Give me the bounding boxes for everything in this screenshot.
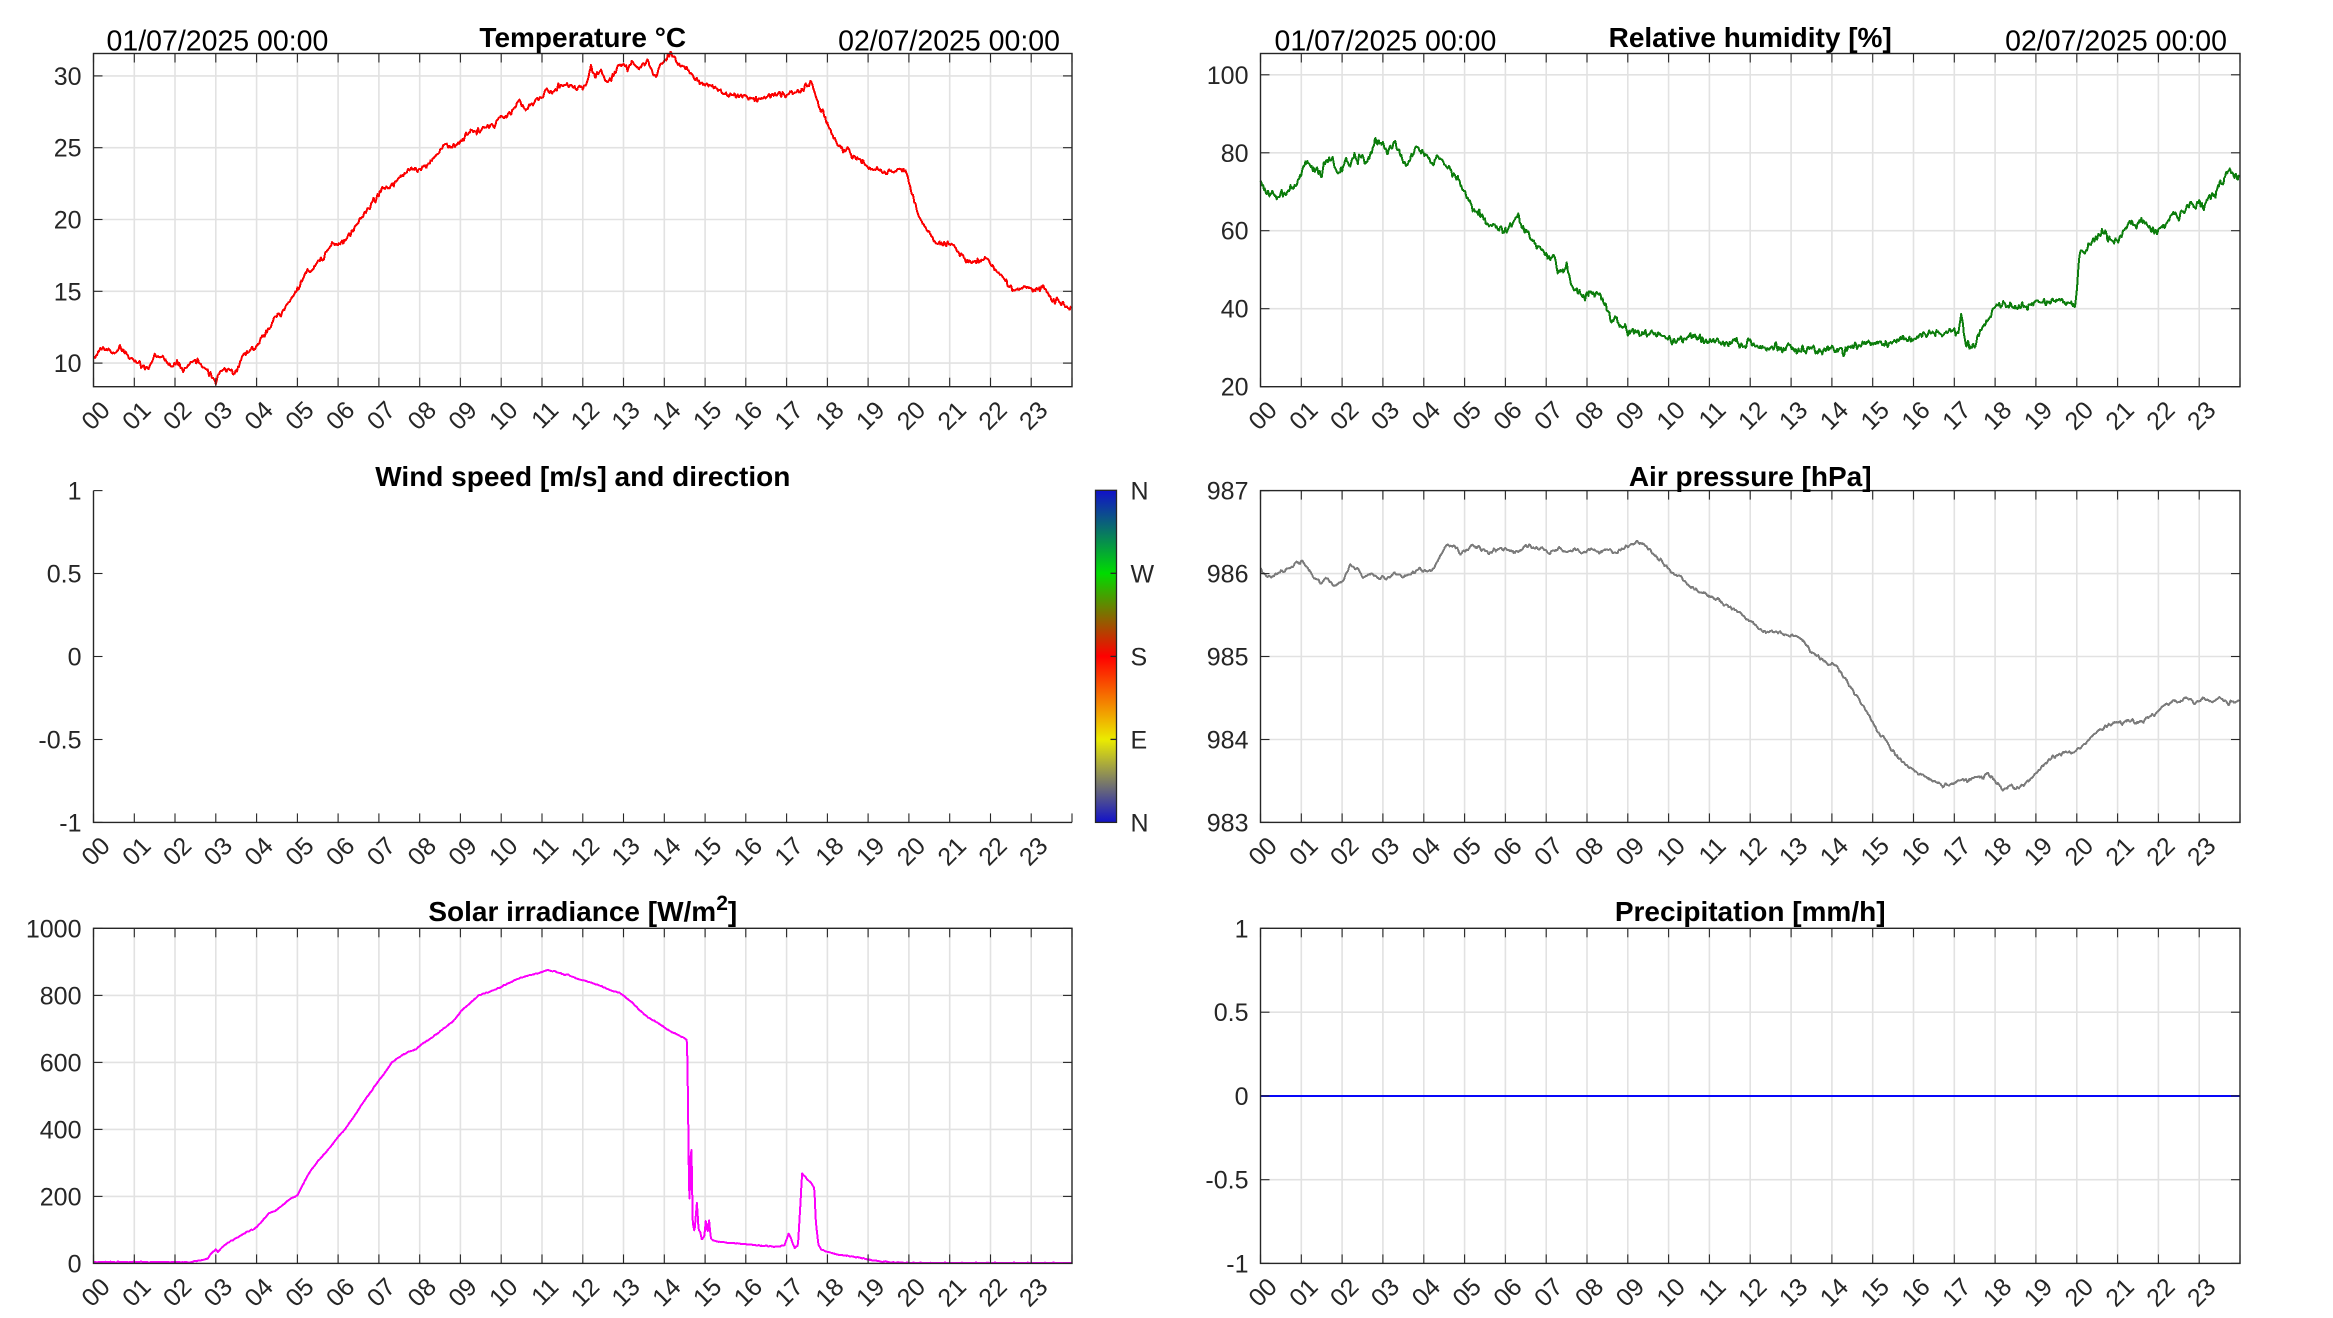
svg-text:1: 1 xyxy=(68,478,82,506)
svg-text:80: 80 xyxy=(1221,140,1249,168)
svg-text:01/07/2025 00:00: 01/07/2025 00:00 xyxy=(1275,26,1497,58)
svg-text:W: W xyxy=(1131,560,1155,588)
svg-text:983: 983 xyxy=(1207,809,1249,837)
svg-text:1: 1 xyxy=(1235,915,1249,943)
svg-text:10: 10 xyxy=(54,350,82,378)
svg-text:600: 600 xyxy=(40,1049,82,1077)
svg-text:Relative humidity [%]: Relative humidity [%] xyxy=(1609,22,1892,53)
svg-text:-1: -1 xyxy=(59,809,81,837)
svg-text:02/07/2025 00:00: 02/07/2025 00:00 xyxy=(838,26,1060,58)
svg-text:0: 0 xyxy=(68,1250,82,1278)
svg-text:987: 987 xyxy=(1207,478,1249,506)
svg-text:Air pressure [hPa]: Air pressure [hPa] xyxy=(1629,461,1872,492)
svg-text:60: 60 xyxy=(1221,218,1249,246)
svg-text:20: 20 xyxy=(1221,374,1249,402)
svg-text:S: S xyxy=(1131,643,1148,671)
svg-text:-1: -1 xyxy=(1226,1250,1248,1278)
svg-text:E: E xyxy=(1131,726,1148,754)
svg-text:0: 0 xyxy=(68,644,82,672)
svg-text:N: N xyxy=(1131,477,1149,505)
svg-text:200: 200 xyxy=(40,1183,82,1211)
svg-text:0.5: 0.5 xyxy=(47,561,82,589)
svg-text:20: 20 xyxy=(54,207,82,235)
svg-text:-0.5: -0.5 xyxy=(38,727,81,755)
svg-text:01/07/2025 00:00: 01/07/2025 00:00 xyxy=(107,26,329,58)
svg-text:25: 25 xyxy=(54,135,82,163)
svg-text:0.5: 0.5 xyxy=(1214,999,1249,1027)
svg-text:985: 985 xyxy=(1207,644,1249,672)
svg-text:30: 30 xyxy=(54,63,82,91)
svg-text:40: 40 xyxy=(1221,296,1249,324)
svg-text:400: 400 xyxy=(40,1116,82,1144)
svg-text:N: N xyxy=(1131,809,1149,837)
svg-text:02/07/2025 00:00: 02/07/2025 00:00 xyxy=(2005,26,2227,58)
svg-text:15: 15 xyxy=(54,278,82,306)
svg-text:100: 100 xyxy=(1207,62,1249,90)
svg-text:Precipitation [mm/h]: Precipitation [mm/h] xyxy=(1615,896,1886,927)
svg-text:800: 800 xyxy=(40,982,82,1010)
svg-text:0: 0 xyxy=(1235,1083,1249,1111)
svg-text:Solar irradiance [W/m2]: Solar irradiance [W/m2] xyxy=(428,892,737,927)
svg-text:1000: 1000 xyxy=(26,915,82,943)
svg-text:986: 986 xyxy=(1207,561,1249,589)
svg-text:984: 984 xyxy=(1207,727,1249,755)
svg-text:Temperature °C: Temperature °C xyxy=(479,22,686,53)
svg-text:Wind speed [m/s] and direction: Wind speed [m/s] and direction xyxy=(375,461,790,492)
svg-text:-0.5: -0.5 xyxy=(1205,1167,1248,1195)
